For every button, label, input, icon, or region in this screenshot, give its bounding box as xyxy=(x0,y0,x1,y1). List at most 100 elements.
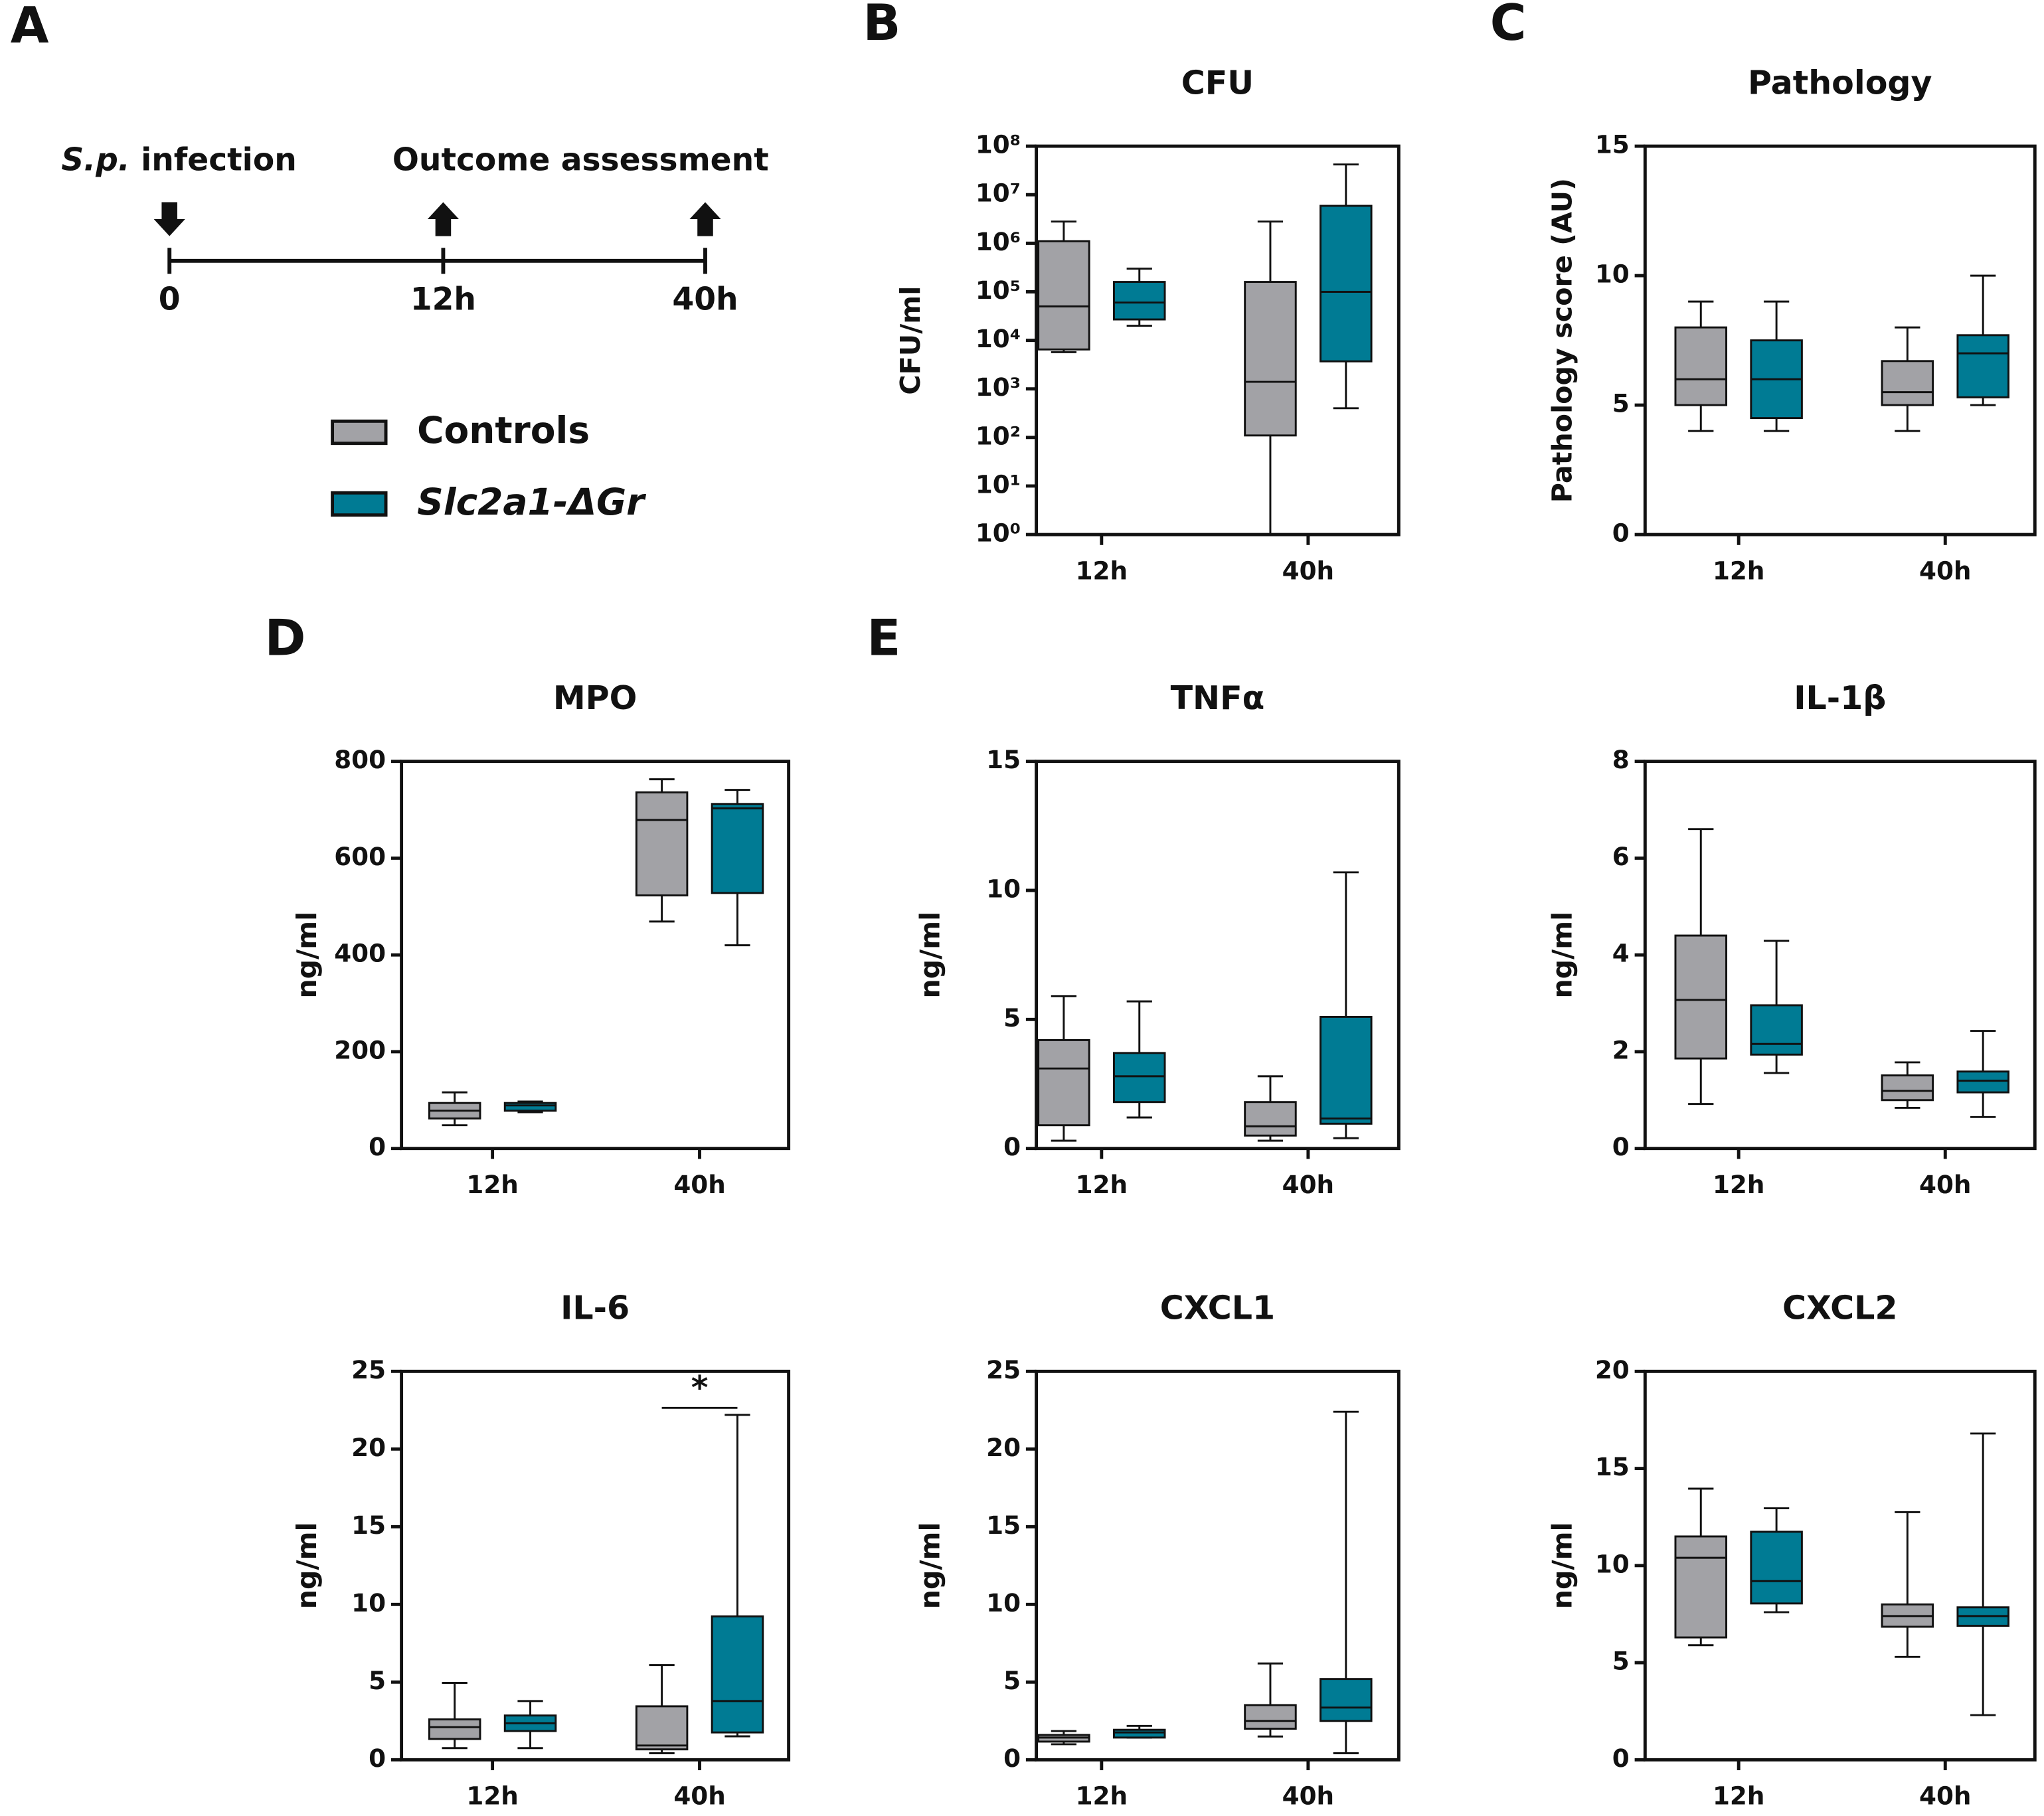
box xyxy=(1674,934,1728,1060)
chart-title: Pathology xyxy=(1748,63,1932,102)
y-tick-label: 5 xyxy=(1612,389,1630,418)
y-tick-label: 15 xyxy=(986,745,1021,774)
box xyxy=(1674,326,1728,406)
legend-swatch xyxy=(331,419,388,446)
y-tick-label: 10 xyxy=(986,1588,1021,1617)
box xyxy=(1112,1728,1166,1739)
panel: CXCL2 ng/ml 0 5 10 15 20 12h 40h xyxy=(1547,1289,2037,1811)
legend-label: Controls xyxy=(417,409,590,452)
y-tick-label: 10 xyxy=(1595,260,1630,289)
box xyxy=(1881,360,1934,406)
y-tick-label: 10⁸ xyxy=(976,130,1021,159)
y-tick-label: 5 xyxy=(1003,1003,1021,1032)
box xyxy=(1037,240,1090,351)
y-tick-label: 200 xyxy=(334,1035,386,1064)
box xyxy=(1244,281,1297,437)
y-tick-label: 25 xyxy=(986,1355,1021,1384)
y-tick-label: 0 xyxy=(369,1132,386,1161)
box xyxy=(1956,334,2009,398)
y-tick-label: 0 xyxy=(1003,1744,1021,1773)
arrow-down xyxy=(153,202,185,236)
box xyxy=(1674,1535,1728,1639)
label-part: S.p. xyxy=(61,142,129,179)
y-tick-label: 5 xyxy=(1612,1647,1630,1676)
box xyxy=(1320,205,1373,363)
x-tick-label: 40h xyxy=(673,1781,725,1811)
box xyxy=(503,1102,557,1112)
y-tick-label: 10⁰ xyxy=(976,519,1021,548)
box xyxy=(711,1615,764,1734)
y-tick-label: 15 xyxy=(1595,1452,1630,1481)
plot-frame xyxy=(1643,760,2037,1151)
box xyxy=(635,791,689,897)
y-tick-label: 10⁴ xyxy=(976,324,1021,353)
significance-label: * xyxy=(691,1368,709,1406)
chart-title: CXCL2 xyxy=(1782,1289,1898,1327)
y-tick-label: 10³ xyxy=(976,372,1021,402)
plot-frame xyxy=(400,760,791,1151)
box xyxy=(1750,1004,1803,1056)
y-axis-label: ng/ml xyxy=(914,912,946,999)
y-tick-label: 20 xyxy=(986,1433,1021,1462)
timeline-start-label: S.p. infection xyxy=(61,142,296,179)
y-tick-label: 10 xyxy=(1595,1549,1630,1578)
x-tick-label: 12h xyxy=(1713,1170,1764,1199)
box xyxy=(1244,1101,1297,1137)
timeline-outcome-label: Outcome assessment xyxy=(392,142,769,179)
y-tick-label: 2 xyxy=(1612,1035,1630,1064)
box xyxy=(1037,1038,1090,1127)
y-tick-label: 10¹ xyxy=(976,469,1021,499)
legend-swatch xyxy=(331,491,388,517)
chart-title: TNFα xyxy=(1171,679,1265,717)
panel: IL-6 ng/ml 0 5 10 15 20 25 12h 40h * xyxy=(291,1289,791,1811)
arrow-up xyxy=(689,202,721,236)
box xyxy=(1750,1530,1803,1605)
x-tick-label: 12h xyxy=(466,1781,518,1811)
y-tick-label: 0 xyxy=(1003,1132,1021,1161)
y-tick-label: 0 xyxy=(1612,1744,1630,1773)
y-tick-label: 10⁷ xyxy=(976,179,1021,208)
y-axis-label: CFU/ml xyxy=(894,286,926,395)
y-tick-label: 0 xyxy=(1612,519,1630,548)
box xyxy=(1320,1015,1373,1125)
y-tick-label: 20 xyxy=(351,1433,386,1462)
y-axis-label: ng/ml xyxy=(1547,1522,1578,1609)
box xyxy=(428,1718,481,1740)
panel: B CFU CFU/ml 10⁰ 10¹ 10² 10³ 10⁴ 10⁵ 10⁶ 10⁷ 10⁸ 12h… xyxy=(863,0,1401,586)
panel: C Pathology Pathology score (AU) 0 5 10 15 12h 4… xyxy=(1490,0,2037,586)
y-tick-label: 5 xyxy=(369,1666,386,1695)
y-tick-label: 600 xyxy=(334,842,386,871)
box xyxy=(711,803,764,894)
plot-frame xyxy=(1035,144,1401,537)
plot-frame xyxy=(1035,1369,1401,1762)
box xyxy=(635,1705,689,1751)
panel: IL-1β ng/ml 0 2 4 6 8 12h 40h xyxy=(1547,679,2037,1199)
x-tick-label: 40h xyxy=(1919,1170,1971,1199)
y-axis-label: ng/ml xyxy=(291,1522,323,1609)
x-tick-label: 12h xyxy=(466,1170,518,1199)
panel-label: E xyxy=(867,610,900,667)
timeline-tick-label: 40h xyxy=(672,282,738,318)
box xyxy=(1244,1704,1297,1730)
legend-label: Slc2a1-ΔGr xyxy=(417,481,646,523)
panel-label: B xyxy=(863,0,901,52)
box xyxy=(1112,1052,1166,1104)
plot-frame xyxy=(1643,1369,2037,1762)
x-tick-label: 40h xyxy=(1919,556,1971,586)
y-axis-label: Pathology score (AU) xyxy=(1547,178,1578,503)
panel-label: D xyxy=(264,610,305,667)
y-tick-label: 5 xyxy=(1003,1666,1021,1695)
y-tick-label: 15 xyxy=(351,1511,386,1540)
y-tick-label: 15 xyxy=(1595,130,1630,159)
y-tick-label: 6 xyxy=(1612,842,1630,871)
x-tick-label: 12h xyxy=(1713,1781,1764,1811)
timeline-tick-label: 12h xyxy=(410,282,476,318)
x-tick-label: 40h xyxy=(1282,1170,1334,1199)
x-tick-label: 40h xyxy=(673,1170,725,1199)
y-tick-label: 0 xyxy=(369,1744,386,1773)
panel-label: C xyxy=(1490,0,1527,52)
x-tick-label: 40h xyxy=(1282,1781,1334,1811)
box xyxy=(1956,1070,2009,1094)
x-tick-label: 12h xyxy=(1713,556,1764,586)
x-tick-label: 40h xyxy=(1282,556,1334,586)
